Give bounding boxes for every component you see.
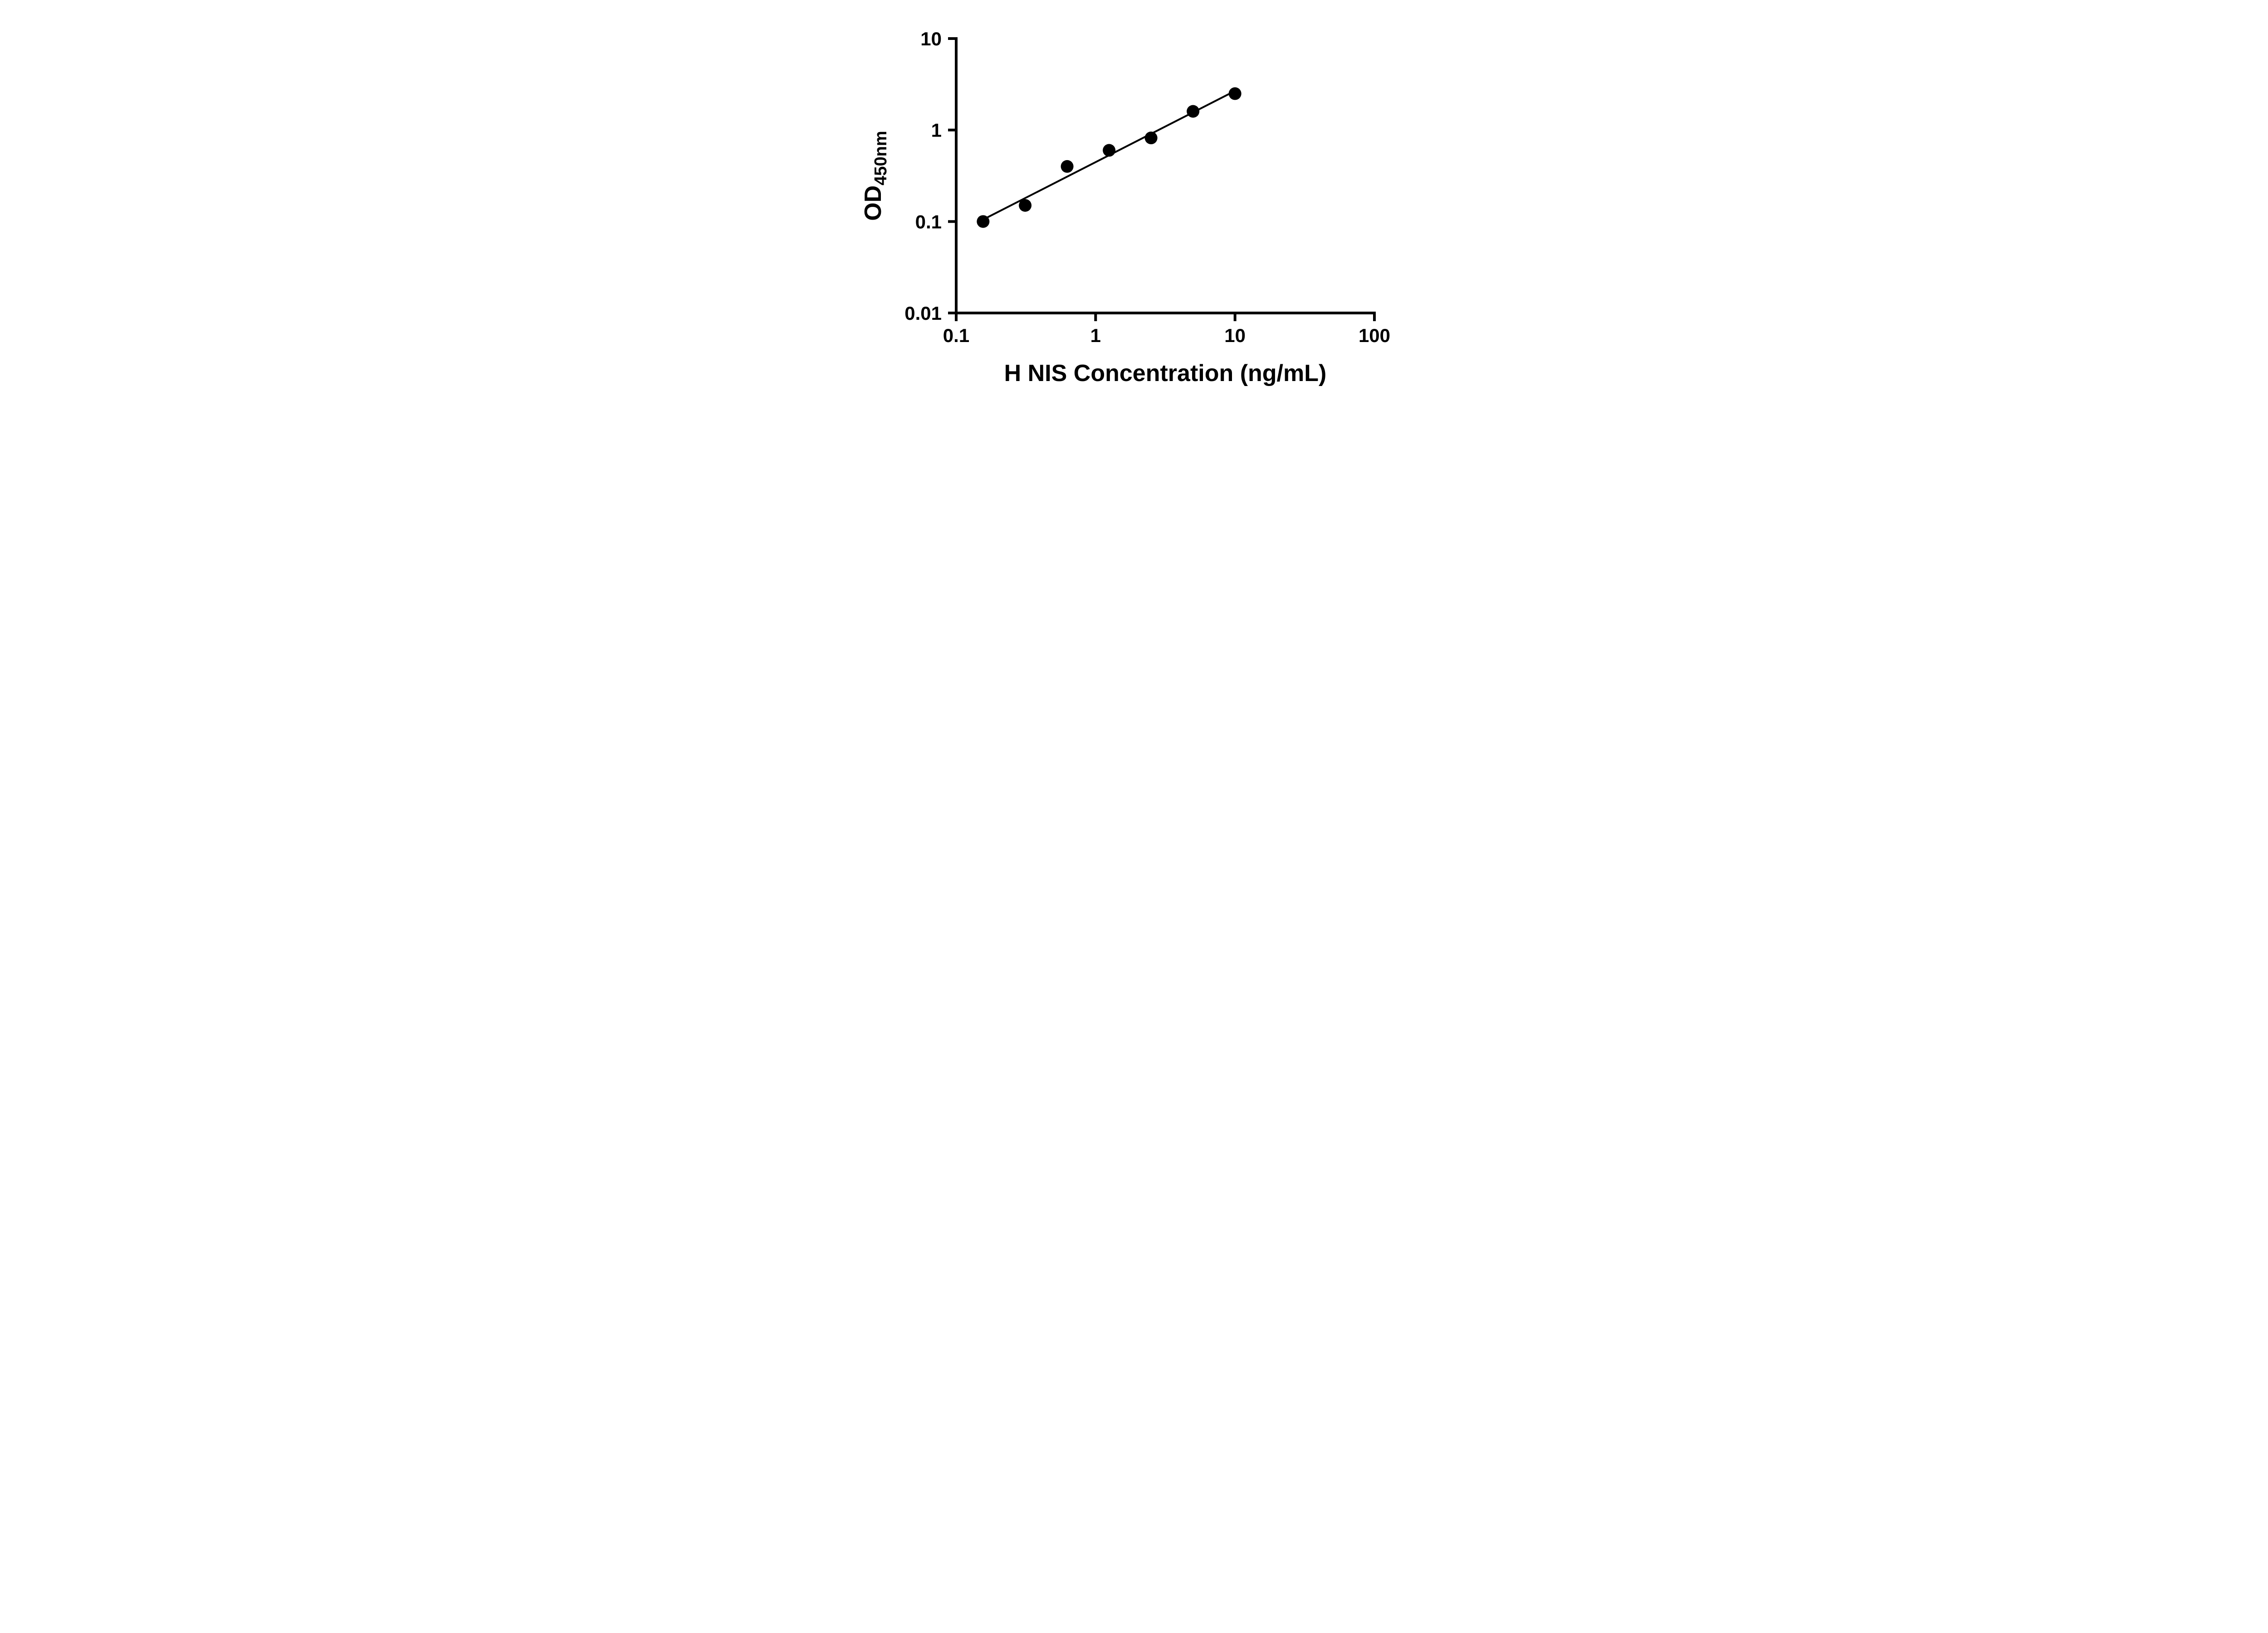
x-tick-label: 10 [1224,325,1246,346]
data-point-marker [1018,199,1031,212]
y-axis-title-subscript: 450nm [871,131,890,185]
y-tick-label: 0.1 [915,211,941,232]
y-axis-title: OD450nm [860,131,890,220]
data-point-marker [1186,105,1199,118]
data-point-marker [1144,132,1158,145]
y-tick-label: 0.01 [904,303,942,324]
x-tick-label: 100 [1358,325,1390,346]
page: 0.1 1 10 100 10 1 0.1 0.01 H NIS Concentration (… [842,0,1426,408]
data-point-marker [976,215,989,228]
y-tick-label: 10 [920,28,942,49]
data-point-marker [1061,160,1074,173]
data-point-marker [1102,144,1115,157]
x-tick-label: 0.1 [943,325,969,346]
y-tick-label: 1 [931,120,941,141]
y-axis-title-main: OD [860,186,886,221]
data-point-marker [1228,87,1242,100]
x-axis-title: H NIS Concentration (ng/mL) [1004,360,1326,386]
x-tick-label: 1 [1090,325,1100,346]
elisa-standard-curve-chart: 0.1 1 10 100 10 1 0.1 0.01 H NIS Concentration (… [842,0,1426,408]
